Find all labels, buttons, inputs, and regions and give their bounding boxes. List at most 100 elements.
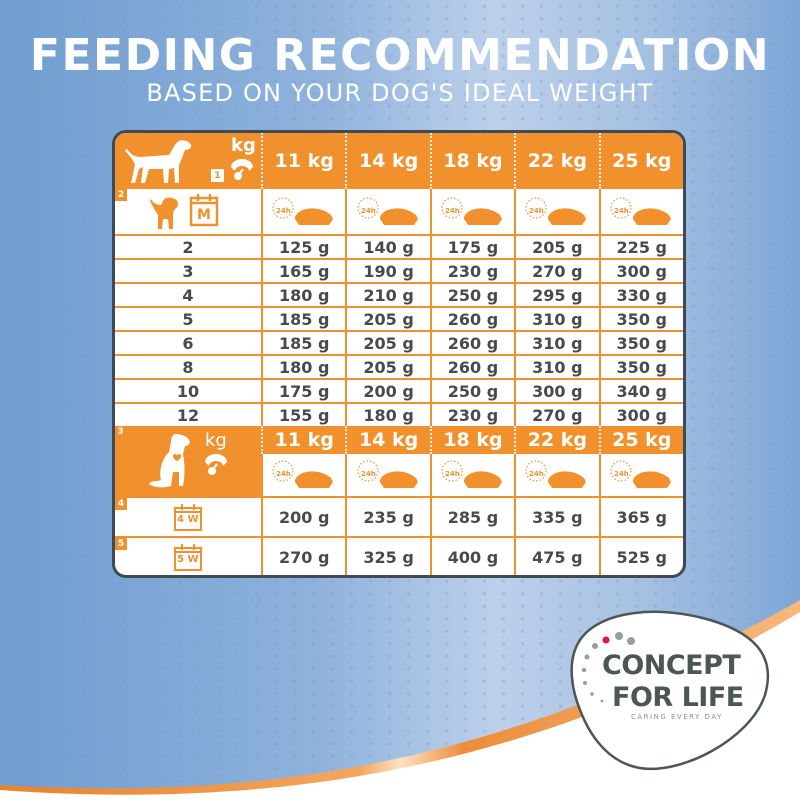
- food-bowl-24h-icon: 24h: [441, 460, 502, 488]
- pregnant-dog-icon: [149, 434, 190, 488]
- table-row: 12 155 g 180 g 230 g 270 g 300 g: [115, 402, 683, 426]
- calendar-month-label: M: [197, 207, 211, 223]
- food-bowl-24h-icon: 24h: [272, 460, 334, 488]
- amount-cell: 310 g: [514, 308, 598, 330]
- table-row: 8 180 g 205 g 260 g 310 g 350 g: [115, 354, 683, 378]
- amount-cell: 175 g: [429, 236, 514, 258]
- puppy-icon: [150, 197, 178, 229]
- amount-cell: 185 g: [261, 308, 345, 330]
- pregnant-weight-col-4: 22 kg: [514, 426, 598, 454]
- page-title: FEEDING RECOMMENDATION: [29, 30, 771, 81]
- amount-cell: 295 g: [514, 284, 598, 306]
- amount-cell: 260 g: [429, 356, 514, 378]
- svg-text:24h: 24h: [276, 207, 291, 215]
- daily-ration-icon: 24h: [261, 189, 345, 234]
- pregnant-weight-col-2: 14 kg: [345, 426, 429, 454]
- week-label-cell: 4 4 W: [115, 498, 261, 536]
- amount-cell: 310 g: [514, 356, 598, 378]
- daily-ration-icon: 24h: [514, 454, 598, 496]
- age-cell: 4: [182, 285, 194, 305]
- table-row: 2 125 g 140 g 175 g 205 g 225 g: [115, 234, 683, 258]
- age-cell: 8: [182, 357, 194, 377]
- amount-cell: 205 g: [514, 236, 598, 258]
- scale-icon: [231, 159, 253, 180]
- food-bowl-24h-icon: 24h: [441, 196, 502, 225]
- age-cell: 12: [176, 405, 200, 425]
- amount-cell: 205 g: [345, 308, 429, 330]
- brand-tagline: CARING EVERY DAY: [631, 713, 723, 721]
- puppy-label-cell: 2 M: [115, 189, 261, 234]
- daily-ration-icon: 24h: [598, 454, 683, 496]
- amount-cell: 185 g: [261, 332, 345, 354]
- amount-cell: 475 g: [514, 538, 598, 575]
- svg-text:24h: 24h: [614, 470, 629, 478]
- brand-logo-line1: CONCEPT: [602, 650, 741, 681]
- daily-ration-icon: 24h: [261, 454, 345, 496]
- daily-ration-icon: 24h: [429, 454, 514, 496]
- amount-cell: 365 g: [598, 498, 683, 536]
- svg-text:24h: 24h: [445, 207, 460, 215]
- amount-cell: 210 g: [345, 284, 429, 306]
- amount-cell: 330 g: [598, 284, 683, 306]
- svg-text:24h: 24h: [445, 470, 460, 478]
- adult-dog-icon: [125, 140, 192, 183]
- age-cell: 5: [182, 309, 194, 329]
- amount-cell: 300 g: [514, 380, 598, 402]
- section-badge-5: 5: [115, 538, 127, 550]
- svg-text:24h: 24h: [361, 207, 376, 215]
- table-row: 10 175 g 200 g 250 g 300 g 340 g: [115, 378, 683, 402]
- adult-weight-col-2: 14 kg: [345, 133, 429, 189]
- daily-ration-icon: 24h: [598, 189, 683, 234]
- pregnant-weight-col-1: 11 kg: [261, 426, 345, 454]
- feeding-table: 1 kg 11 kg 14 kg 18 kg 22 kg 25 kg 2: [112, 130, 686, 578]
- adult-weight-col-1: 11 kg: [261, 133, 345, 189]
- amount-cell: 270 g: [261, 538, 345, 575]
- logo-dot-red: [602, 636, 610, 644]
- amount-cell: 155 g: [261, 404, 345, 426]
- amount-cell: 180 g: [261, 284, 345, 306]
- amount-cell: 230 g: [429, 260, 514, 282]
- amount-cell: 285 g: [429, 498, 514, 536]
- pregnant-weight-col-3: 18 kg: [429, 426, 514, 454]
- amount-cell: 235 g: [345, 498, 429, 536]
- table-row: 3 165 g 190 g 230 g 270 g 300 g: [115, 258, 683, 282]
- amount-cell: 325 g: [345, 538, 429, 575]
- food-bowl-24h-icon: 24h: [356, 196, 418, 225]
- puppy-icon-row: 2 M 24h 24h: [115, 189, 683, 234]
- food-bowl-24h-icon: 24h: [610, 196, 671, 225]
- amount-cell: 200 g: [345, 380, 429, 402]
- amount-cell: 300 g: [598, 260, 683, 282]
- amount-cell: 200 g: [261, 498, 345, 536]
- amount-cell: 225 g: [598, 236, 683, 258]
- amount-cell: 180 g: [345, 404, 429, 426]
- table-row: 4 4 W 200 g 235 g 285 g 335 g 365 g: [115, 496, 683, 536]
- amount-cell: 350 g: [598, 308, 683, 330]
- amount-cell: 270 g: [514, 404, 598, 426]
- week-label: 4 W: [177, 514, 199, 525]
- table-row: 6 185 g 205 g 260 g 310 g 350 g: [115, 330, 683, 354]
- age-cell: 10: [176, 381, 200, 401]
- section-badge-1: 1: [211, 169, 224, 182]
- brand-logo-line2: FOR LIFE: [612, 682, 744, 713]
- food-bowl-24h-icon: 24h: [525, 460, 587, 488]
- amount-cell: 525 g: [598, 538, 683, 575]
- daily-ration-icon: 24h: [345, 189, 429, 234]
- age-cell: 6: [182, 333, 194, 353]
- amount-cell: 250 g: [429, 380, 514, 402]
- calendar-week-icon: [174, 544, 202, 571]
- amount-cell: 180 g: [261, 356, 345, 378]
- food-bowl-24h-icon: 24h: [272, 196, 334, 225]
- pregnant-weight-header-row: 11 kg 14 kg 18 kg 22 kg 25 kg: [261, 426, 683, 454]
- week-label: 5 W: [177, 554, 199, 565]
- amount-cell: 260 g: [429, 332, 514, 354]
- adult-weight-col-3: 18 kg: [429, 133, 514, 189]
- page-subtitle: BASED ON YOUR DOG'S IDEAL WEIGHT: [146, 79, 654, 107]
- amount-cell: 350 g: [598, 332, 683, 354]
- weight-unit-label: kg: [231, 135, 256, 156]
- section-badge-2: 2: [115, 189, 127, 201]
- table-row: 5 185 g 205 g 260 g 310 g 350 g: [115, 306, 683, 330]
- amount-cell: 175 g: [261, 380, 345, 402]
- daily-ration-icon: 24h: [429, 189, 514, 234]
- svg-text:24h: 24h: [529, 207, 544, 215]
